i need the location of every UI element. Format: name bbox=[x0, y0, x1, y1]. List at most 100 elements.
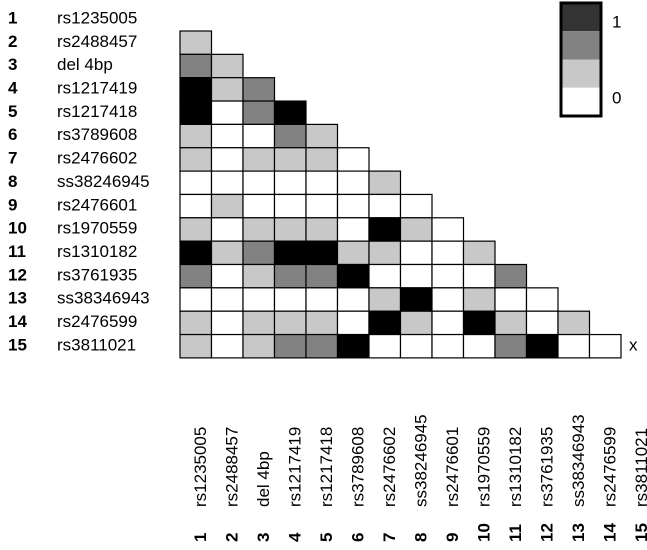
ld-cell bbox=[462, 310, 496, 336]
ld-cell bbox=[557, 310, 591, 336]
ld-cell bbox=[242, 170, 276, 196]
ld-cell bbox=[494, 333, 528, 359]
column-number: 6 bbox=[349, 533, 368, 542]
ld-cell bbox=[525, 287, 559, 312]
column-snp-label: rs3789608 bbox=[349, 427, 368, 507]
ld-cell bbox=[431, 333, 465, 359]
ld-cell bbox=[368, 170, 402, 196]
row-number: 4 bbox=[8, 79, 18, 98]
column-number: 5 bbox=[317, 533, 336, 542]
ld-cell bbox=[210, 100, 244, 126]
row-snp-label: rs3811021 bbox=[57, 335, 136, 354]
ld-cell bbox=[399, 193, 433, 219]
ld-cell bbox=[242, 147, 276, 172]
ld-cell bbox=[368, 287, 402, 312]
row-snp-label: rs3761935 bbox=[57, 265, 137, 284]
ld-cell bbox=[273, 217, 307, 242]
ld-cell bbox=[336, 263, 370, 289]
column-snp-label: rs1235005 bbox=[191, 427, 210, 507]
row-number: 9 bbox=[8, 195, 17, 214]
ld-cell bbox=[273, 333, 307, 359]
ld-cell bbox=[210, 240, 244, 266]
row-number: 10 bbox=[8, 219, 27, 238]
ld-cell bbox=[336, 310, 370, 336]
column-snp-label: ss38246945 bbox=[412, 414, 431, 507]
ld-cell bbox=[179, 53, 213, 79]
row-number: 12 bbox=[8, 265, 27, 284]
column-snp-label: rs2476599 bbox=[601, 427, 620, 507]
column-snp-label: del 4bp bbox=[254, 451, 273, 507]
ld-cell bbox=[336, 333, 370, 359]
legend-swatch bbox=[561, 3, 601, 32]
ld-cell bbox=[305, 147, 339, 172]
ld-cell bbox=[242, 193, 276, 219]
terminal-mark: x bbox=[629, 336, 638, 355]
legend-swatch bbox=[561, 31, 601, 60]
ld-cell bbox=[305, 333, 339, 359]
ld-cell bbox=[210, 77, 244, 102]
column-number: 3 bbox=[254, 533, 273, 542]
ld-cell bbox=[242, 263, 276, 289]
row-number: 2 bbox=[8, 32, 17, 51]
column-number: 10 bbox=[475, 523, 494, 542]
ld-cell bbox=[242, 77, 276, 102]
ld-cell bbox=[179, 333, 213, 359]
ld-cell bbox=[242, 240, 276, 266]
row-snp-label: rs2476602 bbox=[57, 149, 137, 168]
ld-cell bbox=[273, 100, 307, 126]
ld-cell bbox=[210, 170, 244, 196]
row-snp-label: rs1217419 bbox=[57, 79, 137, 98]
ld-cell bbox=[242, 287, 276, 312]
row-number: 3 bbox=[8, 55, 17, 74]
ld-cell bbox=[273, 240, 307, 266]
legend-min-label: 0 bbox=[612, 88, 621, 107]
ld-cell bbox=[210, 333, 244, 359]
ld-cell bbox=[336, 170, 370, 196]
row-number: 11 bbox=[8, 242, 26, 261]
ld-cell bbox=[179, 100, 213, 126]
ld-cell bbox=[273, 147, 307, 172]
column-number: 8 bbox=[412, 533, 431, 542]
ld-cell bbox=[179, 310, 213, 336]
ld-cell bbox=[399, 240, 433, 266]
row-number: 6 bbox=[8, 125, 17, 144]
ld-cell bbox=[179, 263, 213, 289]
ld-cell bbox=[210, 53, 244, 79]
ld-cell bbox=[179, 147, 213, 172]
ld-cell bbox=[494, 310, 528, 336]
ld-cell bbox=[368, 263, 402, 289]
ld-cell bbox=[273, 193, 307, 219]
ld-cell bbox=[431, 240, 465, 266]
column-number: 1 bbox=[191, 533, 210, 542]
ld-cell bbox=[399, 217, 433, 242]
ld-cell bbox=[242, 217, 276, 242]
ld-cell bbox=[305, 287, 339, 312]
column-labels: 1 rs1235005 2 rs2488457 3 del 4bp 4 rs1217419 5 r… bbox=[191, 414, 647, 542]
column-number: 4 bbox=[286, 532, 305, 542]
ld-cell bbox=[305, 170, 339, 196]
ld-cell bbox=[431, 217, 465, 242]
row-snp-label: rs3789608 bbox=[57, 125, 137, 144]
ld-cell bbox=[305, 310, 339, 336]
ld-cell bbox=[305, 240, 339, 266]
ld-cell bbox=[210, 217, 244, 242]
column-snp-label: rs1970559 bbox=[475, 427, 494, 507]
row-number: 15 bbox=[8, 335, 27, 354]
legend-swatch bbox=[561, 87, 601, 116]
ld-cell bbox=[336, 193, 370, 219]
ld-cell bbox=[557, 333, 591, 359]
legend-max-label: 1 bbox=[612, 12, 621, 31]
ld-cell bbox=[273, 123, 307, 149]
ld-cell bbox=[368, 333, 402, 359]
ld-cell bbox=[494, 263, 528, 289]
legend: 10 bbox=[559, 1, 621, 118]
ld-cell bbox=[431, 263, 465, 289]
column-snp-label: rs1217418 bbox=[317, 427, 336, 507]
ld-cell bbox=[368, 240, 402, 266]
column-snp-label: rs1310182 bbox=[506, 427, 525, 507]
row-snp-label: ss38246945 bbox=[57, 172, 150, 191]
row-snp-label: rs1970559 bbox=[57, 219, 137, 238]
row-snp-label: rs1235005 bbox=[57, 8, 137, 27]
ld-cell bbox=[525, 310, 559, 336]
